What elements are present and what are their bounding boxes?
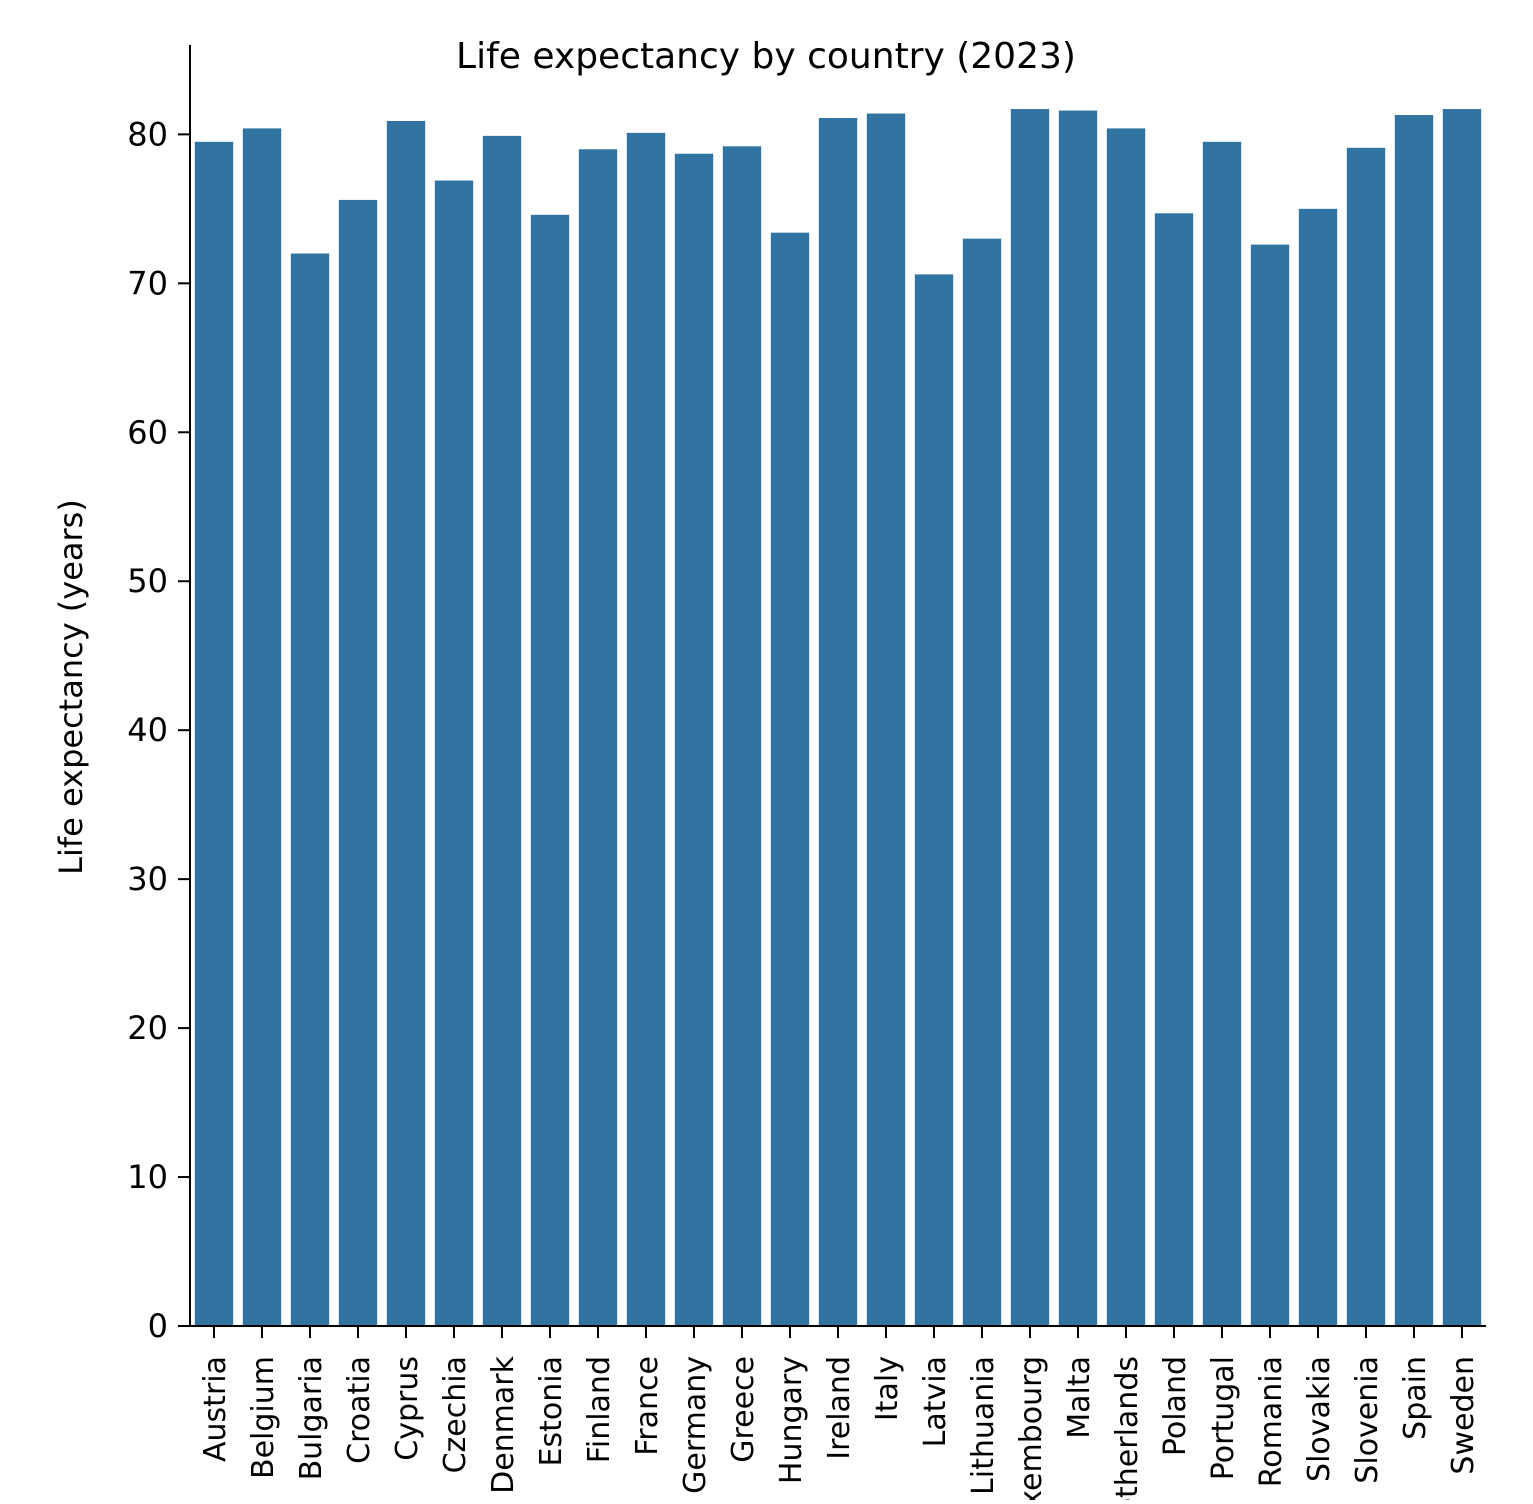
y-tick-label: 60 xyxy=(127,413,168,451)
bar-spain xyxy=(1394,115,1434,1326)
x-tick-label: Cyprus xyxy=(390,1356,425,1461)
bar-sweden xyxy=(1442,109,1482,1326)
bar-czechia xyxy=(434,180,474,1326)
bar-finland xyxy=(578,149,618,1326)
x-tick-label: Estonia xyxy=(534,1356,569,1466)
x-tick-label: Slovenia xyxy=(1350,1356,1385,1484)
x-axis: Austria Belgium Bulgaria Croatia Cyprus Czech… xyxy=(190,1325,1486,1504)
x-tick-label: Finland xyxy=(582,1356,617,1463)
bar-hungary xyxy=(770,232,810,1327)
bar-belgium xyxy=(242,128,282,1326)
y-tick-label: 80 xyxy=(127,115,168,153)
bar-france xyxy=(626,132,666,1326)
bar-cyprus xyxy=(386,120,426,1327)
x-tick-label: Hungary xyxy=(774,1356,809,1484)
y-axis-title: Life expectancy (years) xyxy=(52,499,90,875)
y-tick-label: 20 xyxy=(127,1009,168,1047)
bar-lithuania xyxy=(962,238,1002,1326)
bar-romania xyxy=(1250,244,1290,1327)
x-tick-label: Lithuania xyxy=(966,1356,1001,1495)
x-tick-label: Poland xyxy=(1158,1356,1193,1456)
x-tick-label: Denmark xyxy=(486,1355,521,1494)
y-tick-label: 0 xyxy=(148,1307,168,1345)
bar-luxembourg xyxy=(1010,109,1050,1326)
y-tick-label: 30 xyxy=(127,860,168,898)
x-tick-label: Austria xyxy=(198,1356,233,1462)
bar-ireland xyxy=(818,117,858,1327)
x-tick-label: Luxembourg xyxy=(1014,1356,1049,1500)
bar-poland xyxy=(1154,213,1194,1326)
x-tick-label: France xyxy=(630,1356,665,1456)
x-tick-label: Malta xyxy=(1062,1356,1097,1439)
bar-denmark xyxy=(482,135,522,1327)
x-tick-label: Romania xyxy=(1254,1356,1289,1487)
bar-estonia xyxy=(530,214,570,1326)
bar-latvia xyxy=(914,274,954,1326)
x-tick-label: Greece xyxy=(726,1356,761,1463)
x-tick-label: Latvia xyxy=(918,1356,953,1447)
x-tick-label: Czechia xyxy=(438,1356,473,1473)
y-tick-label: 10 xyxy=(127,1158,168,1196)
y-axis: 0 10 20 30 40 50 60 70 80 xyxy=(127,45,191,1345)
bar-croatia xyxy=(338,199,378,1326)
x-tick-label: Bulgaria xyxy=(294,1356,329,1480)
bar-greece xyxy=(722,146,762,1326)
chart-title: Life expectancy by country (2023) xyxy=(456,36,1076,77)
bar-germany xyxy=(674,153,714,1327)
y-tick-label: 70 xyxy=(127,264,168,302)
x-tick-label: Slovakia xyxy=(1302,1356,1337,1482)
bar-italy xyxy=(866,113,906,1326)
y-tick-label: 40 xyxy=(127,711,168,749)
bar-bulgaria xyxy=(290,253,330,1326)
y-tick-label: 50 xyxy=(127,562,168,600)
bar-slovenia xyxy=(1346,147,1386,1326)
bar-portugal xyxy=(1202,141,1242,1326)
bar-malta xyxy=(1058,110,1098,1326)
x-tick-label: Spain xyxy=(1398,1356,1433,1440)
bar-austria xyxy=(194,141,234,1326)
bars xyxy=(194,109,1482,1327)
x-tick-label: Croatia xyxy=(342,1356,377,1464)
bar-slovakia xyxy=(1298,208,1338,1327)
x-tick-label: Italy xyxy=(870,1356,905,1421)
bar-netherlands xyxy=(1106,128,1146,1326)
x-tick-label: Portugal xyxy=(1206,1356,1241,1480)
x-tick-label: Netherlands xyxy=(1110,1356,1145,1500)
x-tick-label: Ireland xyxy=(822,1356,857,1460)
x-tick-label: Sweden xyxy=(1446,1356,1481,1475)
x-tick-label: Belgium xyxy=(246,1356,281,1479)
x-tick-label: Germany xyxy=(678,1356,713,1494)
